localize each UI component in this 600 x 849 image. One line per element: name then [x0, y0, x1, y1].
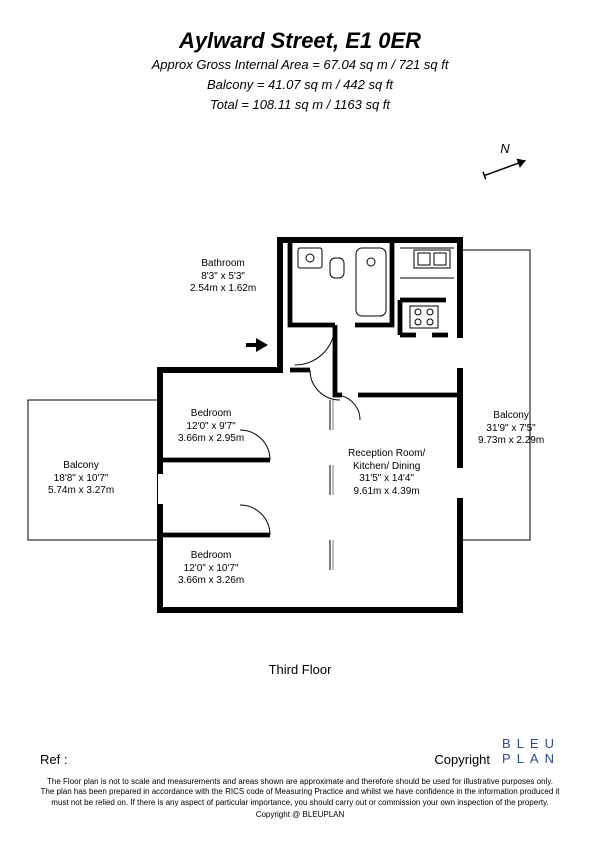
ref-label: Ref :	[40, 752, 67, 767]
page-title: Aylward Street, E1 0ER	[0, 28, 600, 54]
label-balcony-r: Balcony 31'9" x 7'5" 9.73m x 2.29m	[478, 410, 544, 448]
area-line-1: Approx Gross Internal Area = 67.04 sq m …	[0, 56, 600, 74]
compass-icon: N	[470, 140, 540, 190]
label-bathroom: Bathroom 8'3" x 5'3" 2.54m x 1.62m	[190, 258, 256, 296]
label-bedroom2: Bedroom 12'0" x 10'7" 3.66m x 3.26m	[178, 550, 244, 588]
area-line-3: Total = 108.11 sq m / 1163 sq ft	[0, 96, 600, 114]
logo: BLEUPLAN	[502, 736, 560, 767]
copyright-bleuplan: Copyright @ BLEUPLAN	[40, 810, 560, 819]
label-balcony-l: Balcony 18'8" x 10'7" 5.74m x 3.27m	[48, 460, 114, 498]
floor-label: Third Floor	[0, 662, 600, 677]
floor-plan: Bathroom 8'3" x 5'3" 2.54m x 1.62m Bedro…	[0, 230, 600, 650]
footer: Ref : Copyright BLEUPLAN The Floor plan …	[40, 736, 560, 819]
label-reception: Reception Room/ Kitchen/ Dining 31'5" x …	[348, 448, 425, 498]
label-bedroom1: Bedroom 12'0" x 9'7" 3.66m x 2.95m	[178, 408, 244, 446]
copyright-label: Copyright	[434, 752, 490, 767]
disclaimer: The Floor plan is not to scale and measu…	[40, 777, 560, 808]
header-block: Aylward Street, E1 0ER Approx Gross Inte…	[0, 0, 600, 115]
area-line-2: Balcony = 41.07 sq m / 442 sq ft	[0, 76, 600, 94]
compass-label: N	[500, 141, 510, 156]
